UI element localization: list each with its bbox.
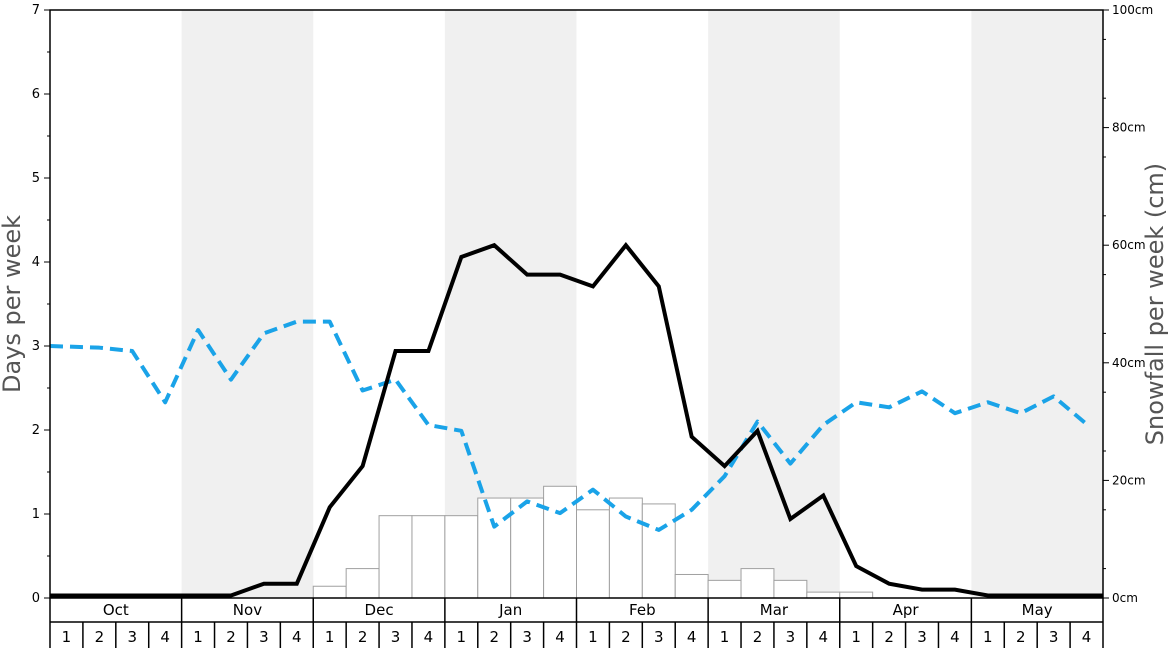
left-tick-label: 7 [32,3,40,18]
week-label: 4 [424,628,434,646]
week-label: 3 [522,628,532,646]
week-label: 3 [786,628,796,646]
week-label: 1 [62,628,72,646]
right-tick-label: 100cm [1112,3,1153,17]
week-label: 3 [1049,628,1059,646]
snowfall-bar [510,497,545,599]
right-tick-label: 60cm [1112,238,1146,252]
snowfall-bar [378,515,413,599]
right-tick-label: 0cm [1112,591,1138,605]
week-label: 3 [654,628,664,646]
snowfall-bar [608,497,643,599]
week-label: 4 [555,628,565,646]
week-label: 2 [95,628,105,646]
snowfall-bar [707,579,742,599]
shade-mar [708,10,840,598]
snowfall-bar [312,585,347,599]
week-label: 2 [226,628,236,646]
snowfall-bar [674,573,709,599]
snowfall-bar [444,515,479,599]
left-tick-label: 6 [32,87,40,102]
week-label: 4 [292,628,302,646]
shade-nov [181,10,314,598]
right-tick-label: 80cm [1112,121,1146,135]
month-label: Oct [103,601,129,619]
week-label: 4 [950,628,960,646]
week-label: 2 [489,628,499,646]
series-lines [49,241,1103,598]
snowfall-bar [773,579,808,599]
month-label: Feb [629,601,656,619]
week-label: 1 [588,628,598,646]
left-tick-label: 5 [32,171,40,186]
snowfall-bar [576,509,610,599]
week-label: 1 [325,628,335,646]
week-label: 4 [819,628,829,646]
week-label: 2 [358,628,368,646]
month-label: Nov [233,601,262,619]
month-label: Mar [760,601,789,619]
week-label: 3 [259,628,269,646]
left-tick-label: 3 [32,339,40,354]
right-tick-label: 40cm [1112,356,1146,370]
left-tick-label: 4 [32,255,40,270]
snowfall-bar [543,485,577,599]
snowfall-bar [839,591,874,599]
snowfall-bar [641,503,676,599]
snowfall-bars [312,485,874,599]
week-label: 3 [391,628,401,646]
week-label: 4 [1082,628,1092,646]
week-label: 4 [160,628,170,646]
snowfall-bar [345,568,380,599]
week-label: 3 [917,628,927,646]
left-tick-label: 2 [32,423,40,438]
month-shading [181,10,1103,598]
dashed-blue-line [49,319,1088,532]
snowfall-bar [411,515,446,599]
left-tick-label: 1 [32,507,40,522]
week-label: 1 [193,628,203,646]
month-label: Dec [365,601,394,619]
right-axis: 0cm 20cm 40cm 60cm 80cm 100cm [1103,3,1153,605]
week-label: 2 [753,628,763,646]
left-tick-label: 0 [32,591,40,606]
month-axis: Oct Nov Dec Jan Feb Mar Apr May [49,598,1104,623]
week-label: 2 [1016,628,1026,646]
week-axis: 1 2 3 4 1 2 3 4 1 2 3 4 1 2 3 4 1 2 3 4 1 2 3 4 1 2 3 4 1 2 3 4 [49,622,1104,648]
week-label: 1 [983,628,993,646]
month-label: May [1022,601,1053,619]
week-label: 2 [621,628,631,646]
week-label: 4 [687,628,697,646]
shade-may [971,10,1103,598]
week-label: 1 [720,628,730,646]
month-label: Jan [498,601,522,619]
right-axis-title: Snowfall per week (cm) [1141,163,1168,445]
week-label: 2 [884,628,894,646]
week-label: 1 [851,628,861,646]
snowfall-bar [477,497,512,599]
snow-days-line [50,241,1103,598]
left-axis: 0 1 2 3 4 5 6 7 [32,3,50,606]
week-label: 3 [127,628,137,646]
right-tick-label: 20cm [1112,473,1146,487]
snowfall-bar [806,591,841,599]
month-label: Apr [893,601,920,619]
left-axis-title: Days per week [0,215,26,393]
snowfall-bar [740,568,775,599]
week-label: 1 [457,628,467,646]
